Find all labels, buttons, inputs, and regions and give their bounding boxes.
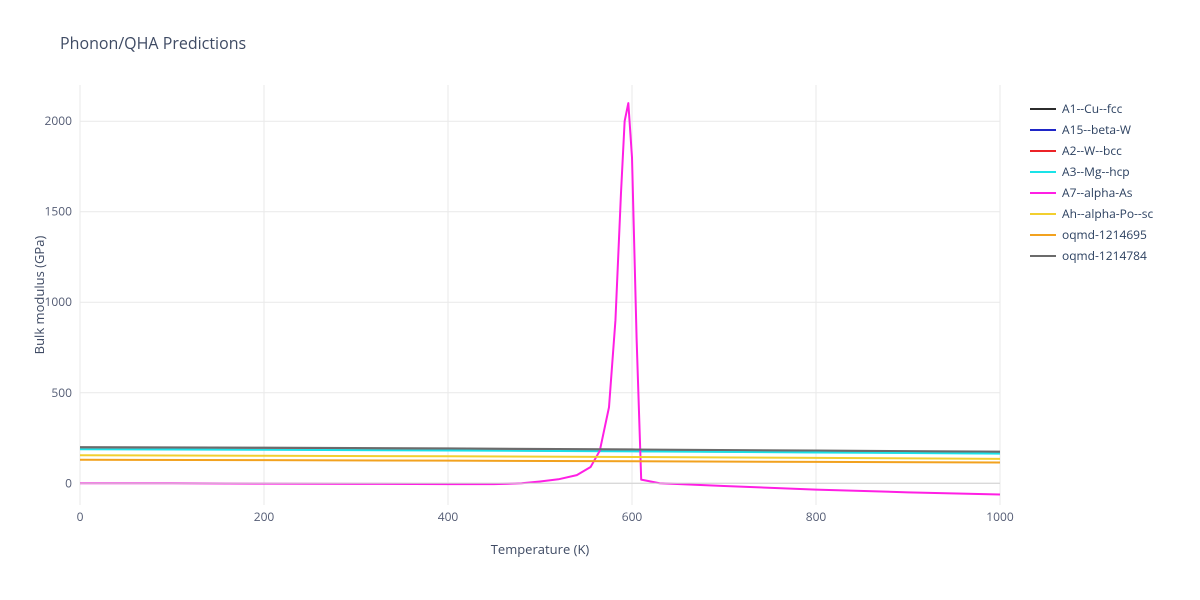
legend-label: A15--beta-W	[1062, 121, 1131, 138]
legend-label: A2--W--bcc	[1062, 142, 1122, 159]
x-tick-labels: 0 200 400 600 800 1000	[77, 508, 1014, 525]
y-tick-label: 0	[65, 474, 72, 491]
legend: A1--Cu--fcc A15--beta-W A2--W--bcc A3--Mg--…	[1030, 100, 1153, 268]
legend-item[interactable]: A15--beta-W	[1030, 121, 1153, 138]
legend-swatch	[1030, 108, 1056, 110]
legend-swatch	[1030, 129, 1056, 131]
legend-label: oqmd-1214695	[1062, 226, 1147, 243]
legend-swatch	[1030, 150, 1056, 152]
x-axis-label: Temperature (K)	[80, 540, 1000, 558]
legend-swatch	[1030, 255, 1056, 257]
x-tick-label: 400	[438, 508, 459, 525]
series-line[interactable]	[80, 455, 1000, 459]
x-tick-label: 0	[77, 508, 84, 525]
series-line[interactable]	[80, 103, 1000, 494]
y-tick-label: 1500	[45, 203, 73, 220]
legend-item[interactable]: oqmd-1214695	[1030, 226, 1153, 243]
x-tick-label: 200	[254, 508, 275, 525]
legend-item[interactable]: A7--alpha-As	[1030, 184, 1153, 201]
legend-label: A7--alpha-As	[1062, 184, 1132, 201]
x-tick-label: 600	[622, 508, 643, 525]
series-line[interactable]	[80, 460, 1000, 463]
x-tick-label: 800	[806, 508, 827, 525]
chart-container: Phonon/QHA Predictions 02004006008001000…	[0, 0, 1200, 600]
y-tick-label: 500	[51, 384, 72, 401]
legend-label: A1--Cu--fcc	[1062, 100, 1122, 117]
legend-label: Ah--alpha-Po--sc	[1062, 205, 1153, 222]
legend-swatch	[1030, 234, 1056, 236]
legend-swatch	[1030, 192, 1056, 194]
legend-label: A3--Mg--hcp	[1062, 163, 1130, 180]
legend-item[interactable]: A2--W--bcc	[1030, 142, 1153, 159]
legend-swatch	[1030, 213, 1056, 215]
legend-item[interactable]: oqmd-1214784	[1030, 247, 1153, 264]
chart-title: Phonon/QHA Predictions	[60, 32, 246, 54]
legend-item[interactable]: A3--Mg--hcp	[1030, 163, 1153, 180]
legend-label: oqmd-1214784	[1062, 247, 1147, 264]
y-axis-label: Bulk modulus (GPa)	[30, 85, 48, 505]
gridlines	[80, 85, 1000, 505]
series-lines	[80, 103, 1000, 494]
y-tick-label: 1000	[45, 293, 73, 310]
x-tick-label: 1000	[986, 508, 1014, 525]
y-tick-labels: 0 500 1000 1500 2000	[45, 112, 73, 491]
y-tick-label: 2000	[45, 112, 73, 129]
legend-swatch	[1030, 171, 1056, 173]
legend-item[interactable]: A1--Cu--fcc	[1030, 100, 1153, 117]
plot-svg[interactable]: 02004006008001000 0500100015002000	[80, 85, 1000, 505]
legend-item[interactable]: Ah--alpha-Po--sc	[1030, 205, 1153, 222]
